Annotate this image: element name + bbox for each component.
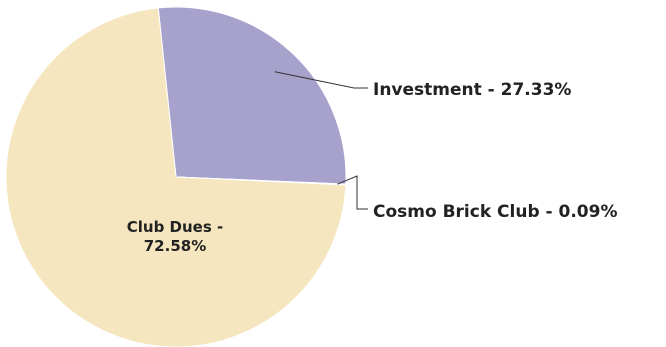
cosmo-brick-club-leader-line [337, 175, 368, 210]
investment-label: Investment - 27.33% [373, 80, 571, 100]
cosmo-brick-club-label: Cosmo Brick Club - 0.09% [373, 202, 618, 222]
club-dues-label-line2: 72.58% [144, 237, 206, 255]
leader-lines [274, 71, 368, 210]
club-dues-label-line1: Club Dues - [127, 218, 223, 236]
pie-slice-investment [157, 6, 347, 185]
pie-slice-club-dues [5, 7, 347, 347]
pie-slices [5, 6, 347, 347]
investment-leader-line [274, 71, 368, 89]
